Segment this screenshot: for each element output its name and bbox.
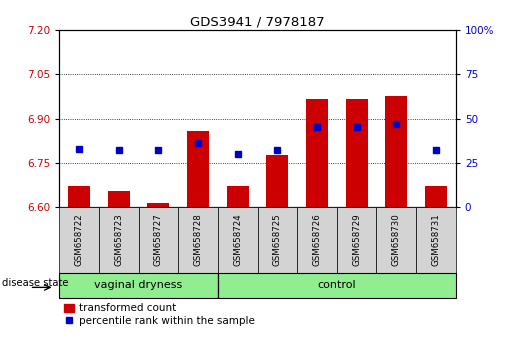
Text: GSM658725: GSM658725: [273, 213, 282, 266]
Bar: [147, 203, 169, 207]
Bar: [227, 186, 249, 207]
Legend: transformed count, percentile rank within the sample: transformed count, percentile rank withi…: [64, 303, 255, 326]
Text: GSM658723: GSM658723: [114, 213, 123, 266]
Text: GSM658728: GSM658728: [194, 213, 202, 266]
Bar: [218, 207, 258, 273]
Text: GSM658731: GSM658731: [432, 213, 440, 266]
Bar: [218, 273, 456, 298]
Bar: [99, 207, 139, 273]
Text: GSM658722: GSM658722: [75, 213, 83, 266]
Bar: [258, 207, 297, 273]
Text: GSM658724: GSM658724: [233, 213, 242, 266]
Text: vaginal dryness: vaginal dryness: [94, 280, 183, 290]
Bar: [266, 155, 288, 207]
Title: GDS3941 / 7978187: GDS3941 / 7978187: [190, 16, 325, 29]
Bar: [385, 96, 407, 207]
Bar: [306, 98, 328, 207]
Bar: [337, 207, 376, 273]
Text: disease state: disease state: [3, 278, 69, 288]
Bar: [59, 273, 218, 298]
Bar: [416, 207, 456, 273]
Bar: [187, 131, 209, 207]
Bar: [178, 207, 218, 273]
Text: GSM658729: GSM658729: [352, 213, 361, 266]
Text: GSM658730: GSM658730: [392, 213, 401, 266]
Bar: [68, 186, 90, 207]
Bar: [346, 98, 368, 207]
Bar: [59, 207, 99, 273]
Bar: [425, 186, 447, 207]
Bar: [139, 207, 178, 273]
Bar: [297, 207, 337, 273]
Text: GSM658726: GSM658726: [313, 213, 321, 266]
Bar: [376, 207, 416, 273]
Text: GSM658727: GSM658727: [154, 213, 163, 266]
Text: control: control: [317, 280, 356, 290]
Bar: [108, 191, 130, 207]
